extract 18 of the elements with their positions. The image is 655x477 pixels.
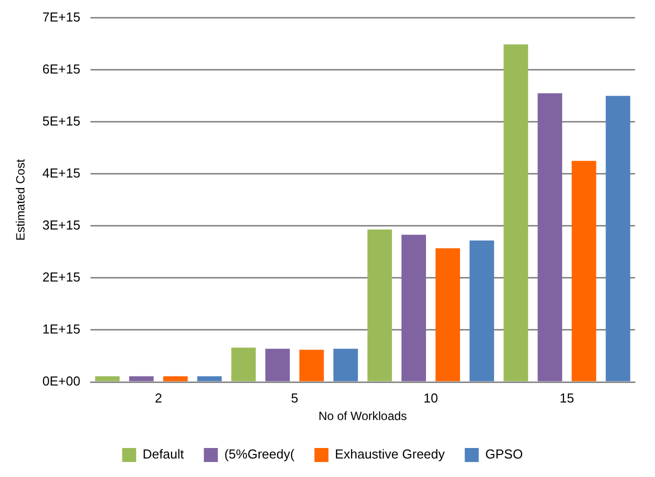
legend-label: Default [142,446,184,462]
y-tick-label: 1E+15 [42,322,80,337]
legend-label: (5%Greedy( [224,446,296,462]
x-tick-label: 15 [560,390,574,406]
y-tick-label: 2E+15 [42,270,80,285]
legend-label: GPSO [485,446,523,462]
x-tick-label: 10 [424,390,438,406]
x-axis-title: No of Workloads [318,409,407,424]
y-tick-label: 7E+15 [42,9,80,24]
y-axis-title: Estimated Cost [14,158,28,241]
y-tick-label: 0E+00 [42,374,80,389]
x-tick-label: 2 [154,390,162,406]
y-tick-label: 3E+15 [42,217,80,232]
legend-label: Exhaustive Greedy [334,446,446,462]
x-tick-label: 5 [290,390,298,406]
y-tick-label: 6E+15 [42,61,80,76]
y-tick-label: 4E+15 [42,165,80,180]
y-tick-label: 5E+15 [42,113,80,128]
